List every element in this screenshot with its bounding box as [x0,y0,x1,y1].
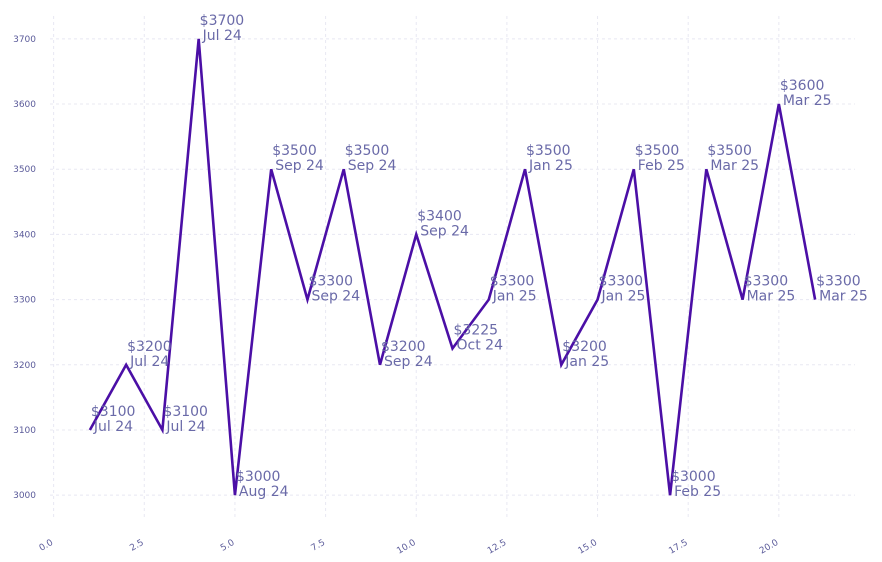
data-label-price: $3500 [707,143,752,159]
x-tick-label: 17.5 [667,538,689,557]
data-label-date: Jul 24 [202,28,242,44]
data-label-price: $3300 [308,274,353,290]
data-label-date: Oct 24 [457,337,504,353]
y-tick-label: 3300 [13,296,36,306]
x-tick-label: 0.0 [38,538,56,554]
data-label-price: $3500 [345,143,390,159]
data-label-date: Jul 24 [129,354,169,370]
data-label-price: $3500 [526,143,571,159]
y-axis-ticks: 3000 3100 3200 3300 3400 3500 3600 3700 [13,35,36,501]
data-label-date: Sep 24 [420,223,469,239]
data-label-price: $3300 [599,274,644,290]
data-label-date: Feb 25 [674,484,721,500]
data-label-price: $3100 [91,404,136,420]
y-tick-label: 3400 [13,230,36,240]
data-label-date: Mar 25 [819,289,868,305]
data-label-price: $3100 [163,404,208,420]
data-label-date: Sep 24 [311,289,360,305]
x-tick-label: 15.0 [577,538,600,557]
data-label-date: Sep 24 [384,354,433,370]
grid-layer [50,16,855,518]
data-label-price: $3000 [236,469,281,485]
x-tick-label: 20.0 [758,538,781,557]
x-axis-ticks: 0.0 2.5 5.0 7.5 10.0 12.5 15.0 17.5 20.0 [38,538,781,557]
data-label-price: $3300 [816,274,861,290]
data-label-price: $3200 [562,339,607,355]
data-label-date: Jan 25 [492,289,537,305]
data-label-price: $3225 [454,322,499,338]
data-label-price: $3300 [744,274,789,290]
data-label-price: $3200 [127,339,172,355]
data-label-date: Feb 25 [638,158,685,174]
data-label-price: $3500 [635,143,680,159]
data-label-date: Sep 24 [348,158,397,174]
data-label-price: $3400 [417,208,462,224]
data-label-date: Jan 25 [564,354,609,370]
data-label-price: $3300 [490,274,535,290]
data-label-price: $3500 [272,143,317,159]
x-tick-label: 5.0 [219,538,237,554]
data-label-date: Jul 24 [165,419,205,435]
y-tick-label: 3000 [13,491,36,501]
data-label-date: Jul 24 [93,419,133,435]
y-tick-label: 3600 [13,100,36,110]
data-label-date: Aug 24 [239,484,289,500]
y-tick-label: 3700 [13,35,36,45]
data-label-price: $3600 [780,78,825,94]
data-label-price: $3000 [671,469,716,485]
x-tick-label: 12.5 [486,538,508,557]
data-label-date: Jan 25 [601,289,646,305]
data-label-date: Jan 25 [528,158,573,174]
x-tick-label: 7.5 [310,538,327,554]
y-tick-label: 3100 [13,426,36,436]
y-tick-label: 3500 [13,165,36,175]
data-label-date: Mar 25 [783,93,832,109]
x-tick-label: 2.5 [128,538,145,554]
data-label-price: $3200 [381,339,426,355]
data-label-price: $3700 [200,13,245,29]
x-tick-label: 10.0 [395,538,418,557]
data-label-date: Sep 24 [275,158,324,174]
data-label-date: Mar 25 [747,289,796,305]
data-label-date: Mar 25 [710,158,759,174]
y-tick-label: 3200 [13,361,36,371]
series-line [88,38,817,496]
